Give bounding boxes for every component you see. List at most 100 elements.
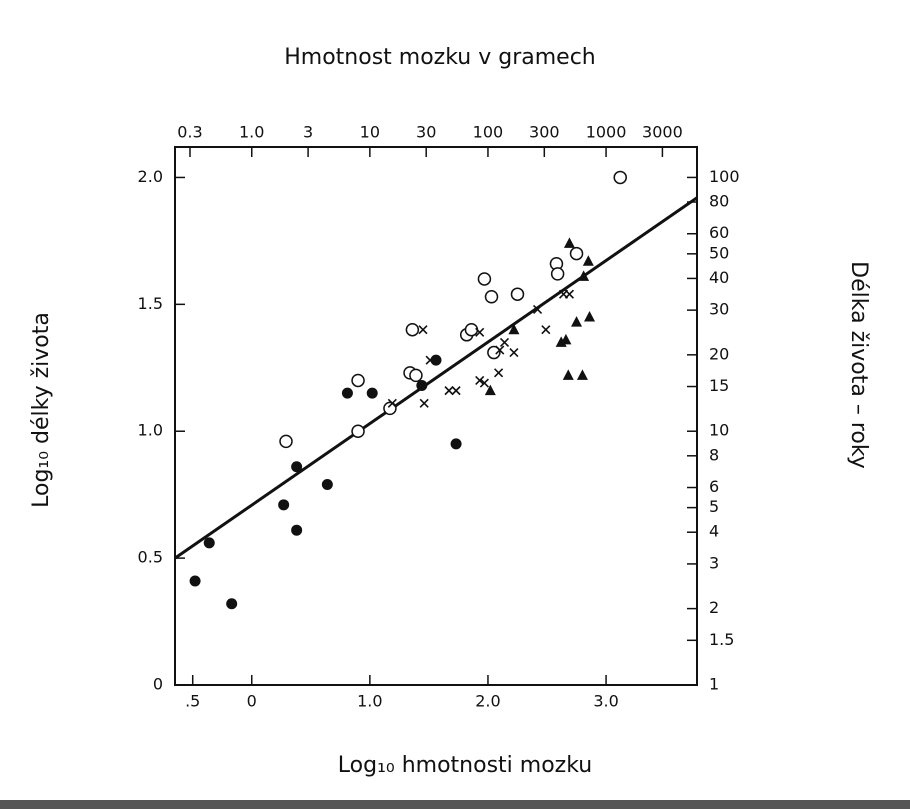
x-tick-label: 0	[247, 692, 257, 711]
y2-tick-label: 50	[709, 243, 729, 262]
x-tick-label: .5	[185, 692, 200, 711]
point	[484, 384, 496, 396]
point	[464, 322, 479, 337]
point	[351, 424, 365, 438]
point	[562, 369, 574, 380]
y2-tick-label: 60	[709, 223, 729, 242]
point	[571, 316, 583, 327]
y2-tick-label: 3	[709, 553, 719, 572]
plot-frame	[174, 146, 698, 686]
point	[341, 387, 353, 399]
cross-stroke	[475, 375, 485, 386]
y-tick-label: 1.5	[138, 294, 163, 313]
point	[541, 325, 551, 335]
point	[550, 267, 565, 281]
point	[475, 327, 485, 337]
y2-tick-label: 2	[709, 598, 719, 617]
point	[351, 373, 365, 388]
y2-tick-label: 100	[709, 167, 740, 186]
point	[582, 255, 594, 266]
x-tick-label: 2.0	[475, 692, 500, 711]
y-tick-label: 0	[153, 675, 163, 694]
point	[405, 322, 420, 337]
y2-tick-label: 40	[709, 268, 729, 287]
top-axis-title: Hmotnost mozku v gramech	[284, 45, 596, 70]
y2-tick-label: 15	[709, 376, 729, 395]
point	[509, 347, 519, 358]
point	[484, 289, 499, 304]
y2-tick-label: 6	[709, 477, 719, 496]
page-edge	[0, 800, 910, 809]
cross-stroke	[475, 327, 485, 337]
y2-tick-label: 5	[709, 497, 719, 516]
point	[279, 434, 293, 449]
point	[451, 386, 461, 396]
point	[578, 270, 590, 281]
x-tick-label: 1.0	[357, 692, 382, 711]
point	[450, 438, 462, 450]
y2-tick-label: 4	[709, 522, 719, 541]
cross-stroke	[509, 347, 519, 358]
point	[444, 386, 454, 396]
cross-stroke	[425, 355, 435, 365]
x2-tick-label: 1.0	[239, 123, 264, 142]
y2-tick-label: 8	[709, 445, 719, 464]
point	[383, 401, 397, 416]
x2-tick-label: 300	[529, 123, 560, 142]
x2-tick-label: 30	[416, 123, 436, 142]
point	[430, 354, 442, 366]
point	[418, 325, 428, 335]
x2-tick-label: 100	[473, 123, 504, 142]
y2-tick-label: 10	[709, 421, 729, 440]
point	[387, 398, 397, 408]
cross-stroke	[444, 386, 454, 396]
cross-stroke	[541, 325, 551, 335]
point	[278, 499, 290, 511]
x2-tick-label: 3	[303, 123, 313, 142]
cross-stroke	[494, 368, 504, 378]
point	[560, 333, 572, 345]
point	[499, 337, 510, 347]
y2-axis-title: Délka života – roky	[846, 261, 871, 469]
fit-line	[174, 196, 698, 560]
y-tick-label: 2.0	[138, 167, 163, 186]
point	[569, 246, 584, 261]
point	[495, 345, 505, 355]
point	[494, 368, 504, 378]
y2-tick-label: 20	[709, 344, 729, 363]
y-axis-title: Log₁₀ délky života	[29, 312, 54, 508]
point	[487, 345, 501, 360]
point	[477, 272, 492, 286]
point	[475, 375, 485, 386]
cross-stroke	[451, 386, 461, 396]
x-tick-label: 3.0	[593, 692, 618, 711]
cross-stroke	[479, 378, 489, 388]
point	[291, 524, 303, 536]
point	[226, 598, 238, 610]
x2-tick-label: 0.3	[177, 123, 202, 142]
point	[563, 237, 575, 248]
point	[479, 378, 489, 388]
x2-tick-label: 1000	[586, 123, 627, 142]
y2-tick-label: 1.5	[709, 630, 734, 649]
cross-stroke	[387, 398, 397, 408]
point	[419, 398, 429, 408]
point	[366, 387, 378, 399]
point	[508, 323, 520, 335]
cross-stroke	[564, 289, 575, 299]
point	[564, 289, 575, 299]
x2-tick-label: 10	[360, 123, 380, 142]
point	[321, 479, 333, 491]
cross-stroke	[532, 304, 543, 314]
point	[584, 311, 596, 322]
point	[189, 575, 201, 587]
point	[203, 537, 215, 549]
y-tick-label: 1.0	[138, 421, 163, 440]
cross-stroke	[495, 345, 505, 355]
point	[576, 369, 588, 380]
x-axis-title: Log₁₀ hmotnosti mozku	[338, 753, 592, 778]
y2-tick-label: 1	[709, 675, 719, 694]
y2-tick-label: 80	[709, 192, 729, 211]
point	[425, 355, 435, 365]
